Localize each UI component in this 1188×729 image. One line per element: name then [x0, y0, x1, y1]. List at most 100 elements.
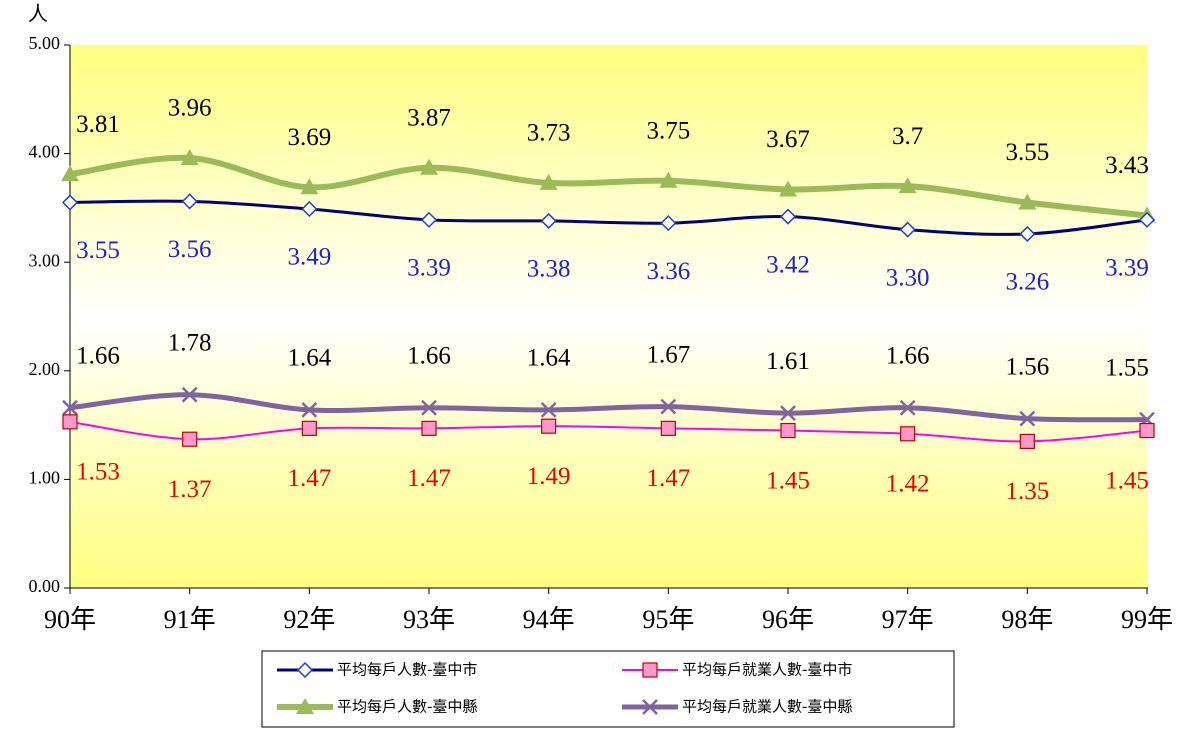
data-label: 1.47: [646, 465, 690, 492]
data-label: 1.64: [527, 345, 571, 372]
legend-label: 平均每戶人數-臺中縣: [337, 698, 477, 716]
legend-label: 平均每戶人數-臺中市: [337, 661, 477, 679]
data-label: 1.35: [1005, 478, 1049, 505]
data-label: 1.37: [168, 476, 212, 503]
data-label: 1.56: [1005, 353, 1049, 380]
data-label: 3.56: [168, 236, 212, 263]
data-label: 3.38: [527, 256, 571, 283]
data-label: 3.69: [287, 124, 331, 151]
marker: [182, 431, 198, 447]
data-label: 1.78: [168, 329, 212, 356]
y-tick-label: 2.00: [29, 359, 61, 379]
legend-marker: [642, 699, 658, 715]
y-tick-label: 0.00: [29, 576, 61, 596]
data-label: 1.66: [407, 342, 451, 369]
data-label: 1.53: [76, 459, 120, 486]
marker: [898, 177, 917, 194]
marker: [301, 200, 318, 218]
marker: [900, 426, 916, 442]
x-tick-label: 97年: [882, 605, 934, 634]
y-axis-label: 人: [28, 3, 48, 26]
legend-marker: [296, 698, 314, 714]
data-label: 1.66: [886, 342, 930, 369]
data-label: 3.26: [1005, 269, 1049, 296]
marker: [301, 420, 317, 436]
marker: [1019, 433, 1035, 449]
data-label: 3.87: [407, 104, 451, 131]
legend-marker: [296, 661, 314, 679]
data-label: 1.45: [1105, 467, 1149, 494]
marker: [659, 171, 678, 188]
line: [69, 154, 1148, 219]
marker: [1139, 422, 1155, 439]
marker: [301, 402, 318, 418]
x-tick-label: 90年: [44, 605, 96, 634]
legend: [261, 650, 955, 728]
data-label: 3.42: [766, 251, 810, 278]
data-label: 3.96: [168, 95, 212, 122]
marker: [61, 165, 79, 182]
marker: [420, 158, 438, 175]
line: [69, 392, 1148, 423]
data-label: 1.61: [766, 348, 810, 375]
marker: [420, 211, 438, 228]
data-label: 1.55: [1105, 354, 1149, 381]
data-label: 1.42: [886, 471, 930, 498]
marker: [899, 399, 916, 416]
data-label: 3.49: [287, 244, 331, 271]
y-tick-label: 1.00: [29, 468, 61, 488]
marker: [540, 212, 557, 229]
line: [69, 199, 1148, 236]
data-label: 1.67: [646, 341, 690, 368]
marker: [899, 221, 916, 238]
marker: [421, 420, 437, 436]
marker: [780, 422, 796, 439]
y-tick-label: 5.00: [29, 33, 61, 53]
x-tick-label: 95年: [642, 605, 694, 634]
data-label: 1.47: [407, 465, 451, 492]
marker: [540, 402, 557, 418]
data-label: 1.45: [766, 467, 810, 494]
data-label: 1.66: [76, 342, 120, 369]
data-label: 1.64: [287, 345, 331, 372]
marker: [180, 148, 199, 165]
x-tick-label: 93年: [403, 605, 455, 634]
data-label: 3.43: [1105, 152, 1149, 179]
marker: [779, 180, 797, 197]
marker: [541, 418, 557, 434]
data-label: 3.39: [1105, 255, 1149, 282]
x-tick-label: 96年: [762, 605, 814, 634]
x-tick-label: 91年: [164, 605, 216, 634]
data-label: 3.36: [646, 258, 690, 285]
legend-marker: [642, 662, 658, 678]
data-label: 3.75: [646, 117, 690, 144]
marker: [1019, 410, 1036, 427]
marker: [62, 399, 78, 416]
marker: [660, 420, 676, 436]
legend-label: 平均每戶就業人數-臺中市: [682, 661, 852, 679]
data-label: 3.55: [1005, 139, 1049, 166]
marker: [300, 178, 319, 195]
marker: [181, 193, 198, 210]
data-label: 1.49: [527, 463, 571, 490]
marker: [1019, 225, 1036, 243]
plot-area: [70, 45, 1148, 588]
data-label: 3.7: [892, 123, 923, 150]
x-tick-label: 94年: [523, 605, 575, 634]
marker: [779, 208, 797, 225]
marker: [539, 173, 558, 190]
x-tick-label: 92年: [283, 605, 335, 634]
marker: [660, 215, 677, 232]
marker: [421, 399, 437, 416]
marker: [62, 414, 78, 430]
y-tick-label: 4.00: [29, 142, 61, 162]
x-tick-label: 99年: [1121, 605, 1173, 634]
marker: [181, 386, 198, 403]
marker: [61, 194, 79, 211]
marker: [1018, 193, 1037, 210]
data-label: 3.39: [407, 255, 451, 282]
data-label: 1.47: [287, 465, 331, 492]
data-label: 3.73: [527, 120, 571, 147]
data-label: 3.30: [886, 264, 930, 291]
